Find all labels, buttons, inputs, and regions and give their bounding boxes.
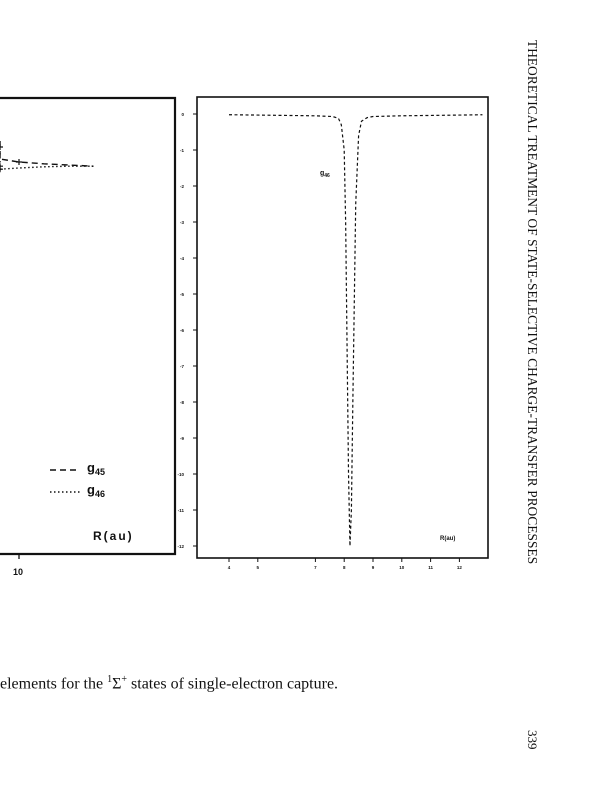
right-panel: 0 -1 -2 -3 -4 -5 -6 -7 -8 -9 -10 -11 -12 4 5 7 8 9 10 11 12… (177, 96, 489, 570)
y-tick-label: -5 (180, 292, 184, 297)
left-legend: g45 g46 (50, 460, 105, 499)
y-tick-label: -3 (180, 220, 184, 225)
x-tick-label: 12 (457, 565, 463, 570)
right-y-ticks: 0 -1 -2 -3 -4 -5 -6 -7 -8 -9 -10 -11 -12 (177, 112, 197, 549)
caption-text-after: states of single-electron capture. (127, 675, 339, 693)
figure-caption: elements for the 1Σ+ states of single-el… (0, 674, 338, 693)
x-tick-label: 8 (343, 565, 346, 570)
marker-g46 (0, 166, 3, 173)
y-tick-label: -2 (180, 184, 184, 189)
left-panel-frame (0, 96, 177, 556)
y-tick-label: -12 (177, 544, 184, 549)
right-series (228, 114, 483, 547)
y-tick-label: -8 (180, 400, 184, 405)
right-x-ticks: 4 5 7 8 9 10 11 12 (228, 558, 463, 570)
legend-g46-subscript: 46 (95, 489, 105, 499)
y-tick-label: -4 (180, 256, 184, 261)
x-tick-label: 5 (257, 565, 260, 570)
legend-label-g45: g45 (87, 460, 105, 477)
figure: 10 g45 g46 R(au) 0-1-2-3-4-5-6-7-8-9-10-… (0, 96, 489, 577)
legend-label-g46: g46 (87, 482, 105, 499)
y-tick-label: -6 (180, 328, 184, 333)
y-tick-label: -9 (180, 436, 184, 441)
page-number: 339 (525, 730, 540, 750)
left-panel: 10 g45 g46 R(au) (0, 96, 177, 577)
caption-superscript: 1 (107, 674, 113, 685)
right-curve-label-symbol: g (320, 170, 324, 177)
left-axis-label: R(au) (93, 529, 134, 543)
x-tick-label: 9 (372, 565, 375, 570)
right-curve-label-subscript: 46 (324, 173, 330, 179)
running-head: THEORETICAL TREATMENT OF STATE-SELECTIVE… (525, 40, 540, 565)
y-tick-label: -11 (178, 508, 185, 513)
x-tick-label: 11 (428, 565, 433, 570)
marker-g46 (0, 163, 3, 170)
series-line-g46 (0, 153, 94, 171)
y-tick-label: 0 (181, 112, 184, 117)
x-tick-label: 4 (228, 565, 231, 570)
left-x-tick-label: 10 (13, 567, 23, 577)
right-axis-label: R(au) (440, 536, 455, 542)
right-panel-frame (196, 96, 489, 559)
x-tick-label: 7 (314, 565, 317, 570)
caption-superscript-plus: + (121, 674, 128, 685)
caption-symbol: Σ (112, 675, 122, 693)
left-series (0, 141, 94, 173)
right-curve-label: g46 (320, 170, 330, 179)
legend-g46-symbol: g (87, 482, 95, 497)
series-line-g45 (0, 141, 94, 167)
y-tick-label: -1 (180, 148, 184, 153)
legend-g45-subscript: 45 (95, 467, 105, 477)
marker-g45 (16, 159, 22, 165)
y-tick-label: -10 (177, 472, 184, 477)
caption-text-before: elements for the (0, 675, 108, 693)
series-line-g46 (228, 114, 483, 547)
y-tick-label: -7 (180, 364, 184, 369)
x-tick-label: 10 (399, 565, 405, 570)
legend-g45-symbol: g (87, 460, 95, 475)
marker-g45 (0, 144, 3, 150)
